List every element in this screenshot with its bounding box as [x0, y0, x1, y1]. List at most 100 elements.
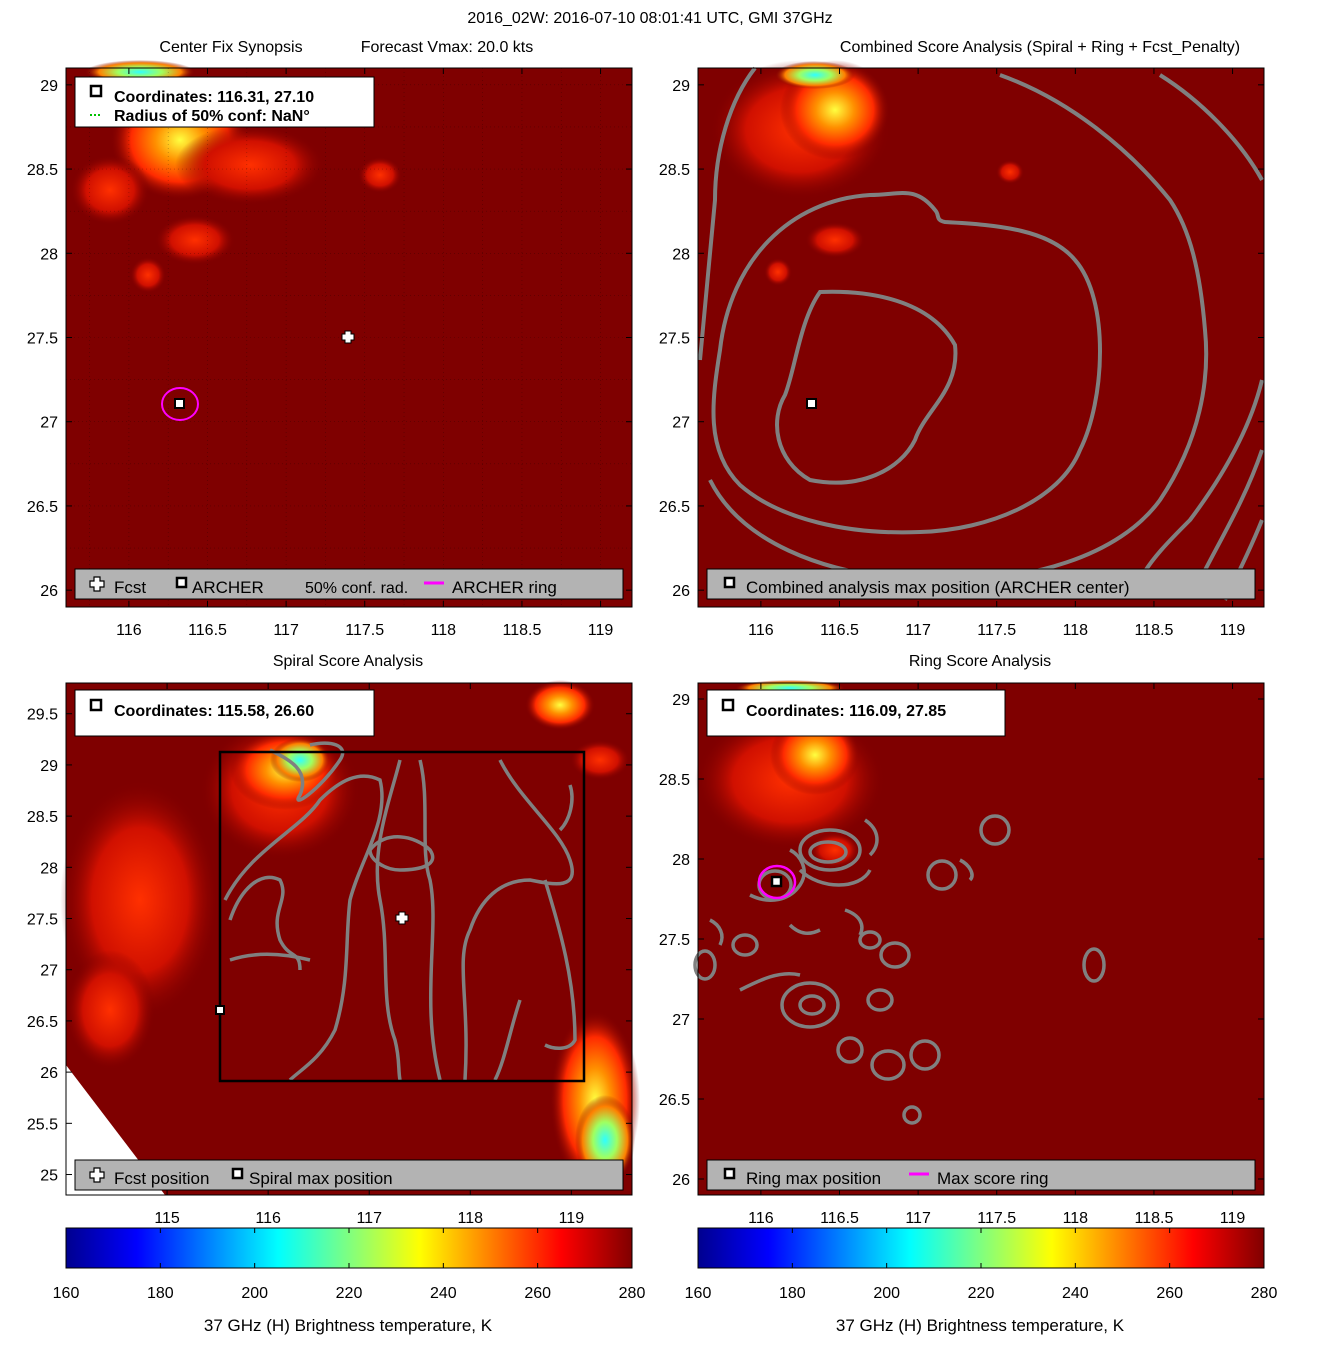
y-tick-label: 29.5 [27, 707, 58, 724]
panel3-warm-region [525, 680, 595, 730]
y-tick-label: 28 [40, 860, 58, 877]
y-tick-label: 29 [40, 758, 58, 775]
panel2-legend-max-symbol [723, 576, 736, 589]
panel4-coordinates: Coordinates: 116.09, 27.85 [746, 703, 946, 720]
panel1-info-box [74, 76, 375, 128]
panel1-legend-fcst: Fcst [114, 578, 146, 597]
x-tick-label: 117.5 [977, 1210, 1016, 1227]
y-tick-label: 27.5 [27, 331, 58, 348]
panel4-legend-ring: Max score ring [937, 1169, 1048, 1188]
panel2-cold-region [775, 61, 855, 89]
panel1-legend [74, 568, 624, 600]
y-tick-label: 28 [40, 246, 58, 263]
x-tick-label: 118.5 [503, 622, 542, 639]
y-tick-label: 27.5 [659, 331, 690, 348]
x-tick-label: 117 [356, 1210, 382, 1227]
colorbar-tick-label: 240 [1062, 1285, 1089, 1302]
panel3-cold-region [270, 738, 330, 782]
y-tick-label: 26.5 [659, 1092, 690, 1109]
y-tick-label: 26 [672, 1172, 690, 1189]
y-tick-label: 28 [672, 246, 690, 263]
panel3-fcst-marker [395, 911, 409, 925]
x-tick-label: 118 [1063, 622, 1089, 639]
panel1-legend-conf: 50% conf. rad. [305, 580, 408, 597]
panel4-max-score-ring [757, 864, 797, 900]
panel3-warm-region [65, 950, 155, 1070]
y-tick-label: 29 [672, 78, 690, 95]
colorbar-tick-label: 180 [147, 1285, 174, 1302]
panel1-legend-fcst-symbol [89, 576, 105, 592]
colorbar-tick-label: 260 [1156, 1285, 1183, 1302]
panel2-warm-region [764, 258, 792, 286]
y-tick-label: 28.5 [27, 809, 58, 826]
x-tick-label: 119 [1220, 1210, 1246, 1227]
x-tick-label: 115 [154, 1210, 180, 1227]
x-tick-label: 118.5 [1135, 1210, 1174, 1227]
colorbar-left [65, 1227, 633, 1269]
y-tick-label: 27.5 [659, 932, 690, 949]
panel3-info-symbol [89, 698, 103, 712]
y-tick-label: 26 [672, 583, 690, 600]
panel1-legend-archer-symbol [175, 576, 188, 589]
y-tick-label: 28.5 [27, 162, 58, 179]
panel1-title-right: Forecast Vmax: 20.0 kts [361, 39, 534, 56]
y-tick-label: 28.5 [659, 162, 690, 179]
panel3-legend-fcst-symbol [89, 1167, 105, 1183]
panel3-warm-region [570, 740, 630, 780]
panel3-contours [223, 741, 577, 1082]
x-tick-label: 116.5 [188, 622, 227, 639]
panel4-legend [706, 1159, 1256, 1191]
y-tick-label: 29 [40, 78, 58, 95]
panel1-warm-region [130, 257, 166, 293]
panel1-warm-region [155, 215, 235, 265]
x-tick-label: 117 [905, 1210, 931, 1227]
colorbar-tick-label: 220 [968, 1285, 995, 1302]
colorbar-tick-label: 200 [241, 1285, 268, 1302]
y-tick-label: 27.5 [27, 912, 58, 929]
panel3-legend-spiral-symbol [231, 1167, 244, 1180]
colorbar-tick-label: 180 [779, 1285, 806, 1302]
y-tick-label: 27 [40, 415, 58, 432]
panel1-legend-ring: ARCHER ring [452, 578, 557, 597]
colorbar-tick-label: 280 [1251, 1285, 1278, 1302]
panel3-info-box [74, 689, 375, 737]
x-tick-label: 116.5 [820, 1210, 859, 1227]
panel4-info-box [706, 689, 1006, 737]
panel4-contours [693, 814, 1106, 1125]
panel4-legend-ring-max-symbol [723, 1167, 736, 1180]
panel2-max-marker [806, 398, 817, 409]
x-tick-label: 118.5 [1135, 622, 1174, 639]
panel1-coordinates: Coordinates: 116.31, 27.10 [114, 89, 314, 106]
y-tick-label: 26 [40, 583, 58, 600]
panel3-spiral-max-marker [215, 1005, 225, 1015]
panel3-search-box [218, 750, 586, 1083]
colorbar-tick-label: 240 [430, 1285, 457, 1302]
colorbar-right-label: 37 GHz (H) Brightness temperature, K [836, 1316, 1125, 1335]
x-tick-label: 119 [1220, 622, 1246, 639]
panel1-fcst-marker [341, 330, 355, 344]
x-tick-label: 116 [116, 622, 142, 639]
panel4-legend-ring-max: Ring max position [746, 1169, 881, 1188]
colorbar-right [697, 1227, 1265, 1269]
panel3-legend-fcst: Fcst position [114, 1169, 209, 1188]
y-tick-label: 28 [672, 852, 690, 869]
x-tick-label: 116 [748, 1210, 774, 1227]
panel2-warm-region [805, 222, 865, 258]
panel1-title-left: Center Fix Synopsis [159, 39, 302, 56]
panel1-warm-region [358, 157, 402, 193]
y-tick-label: 26.5 [659, 499, 690, 516]
colorbar-tick-label: 260 [524, 1285, 551, 1302]
y-tick-label: 28.5 [659, 772, 690, 789]
panel4-ring-max-marker [770, 875, 783, 888]
panel-center-fix-synopsis: Center Fix Synopsis Forecast Vmax: 20.0 … [27, 39, 633, 639]
y-tick-label: 27 [672, 1012, 690, 1029]
panel1-legend-archer: ARCHER [192, 578, 264, 597]
x-tick-label: 116 [255, 1210, 281, 1227]
panel3-frame [65, 682, 633, 1196]
panel2-title: Combined Score Analysis (Spiral + Ring +… [840, 39, 1240, 56]
x-tick-label: 117 [273, 622, 299, 639]
y-tick-label: 26.5 [27, 499, 58, 516]
colorbar-left-label: 37 GHz (H) Brightness temperature, K [204, 1316, 493, 1335]
panel3-legend [74, 1159, 624, 1191]
